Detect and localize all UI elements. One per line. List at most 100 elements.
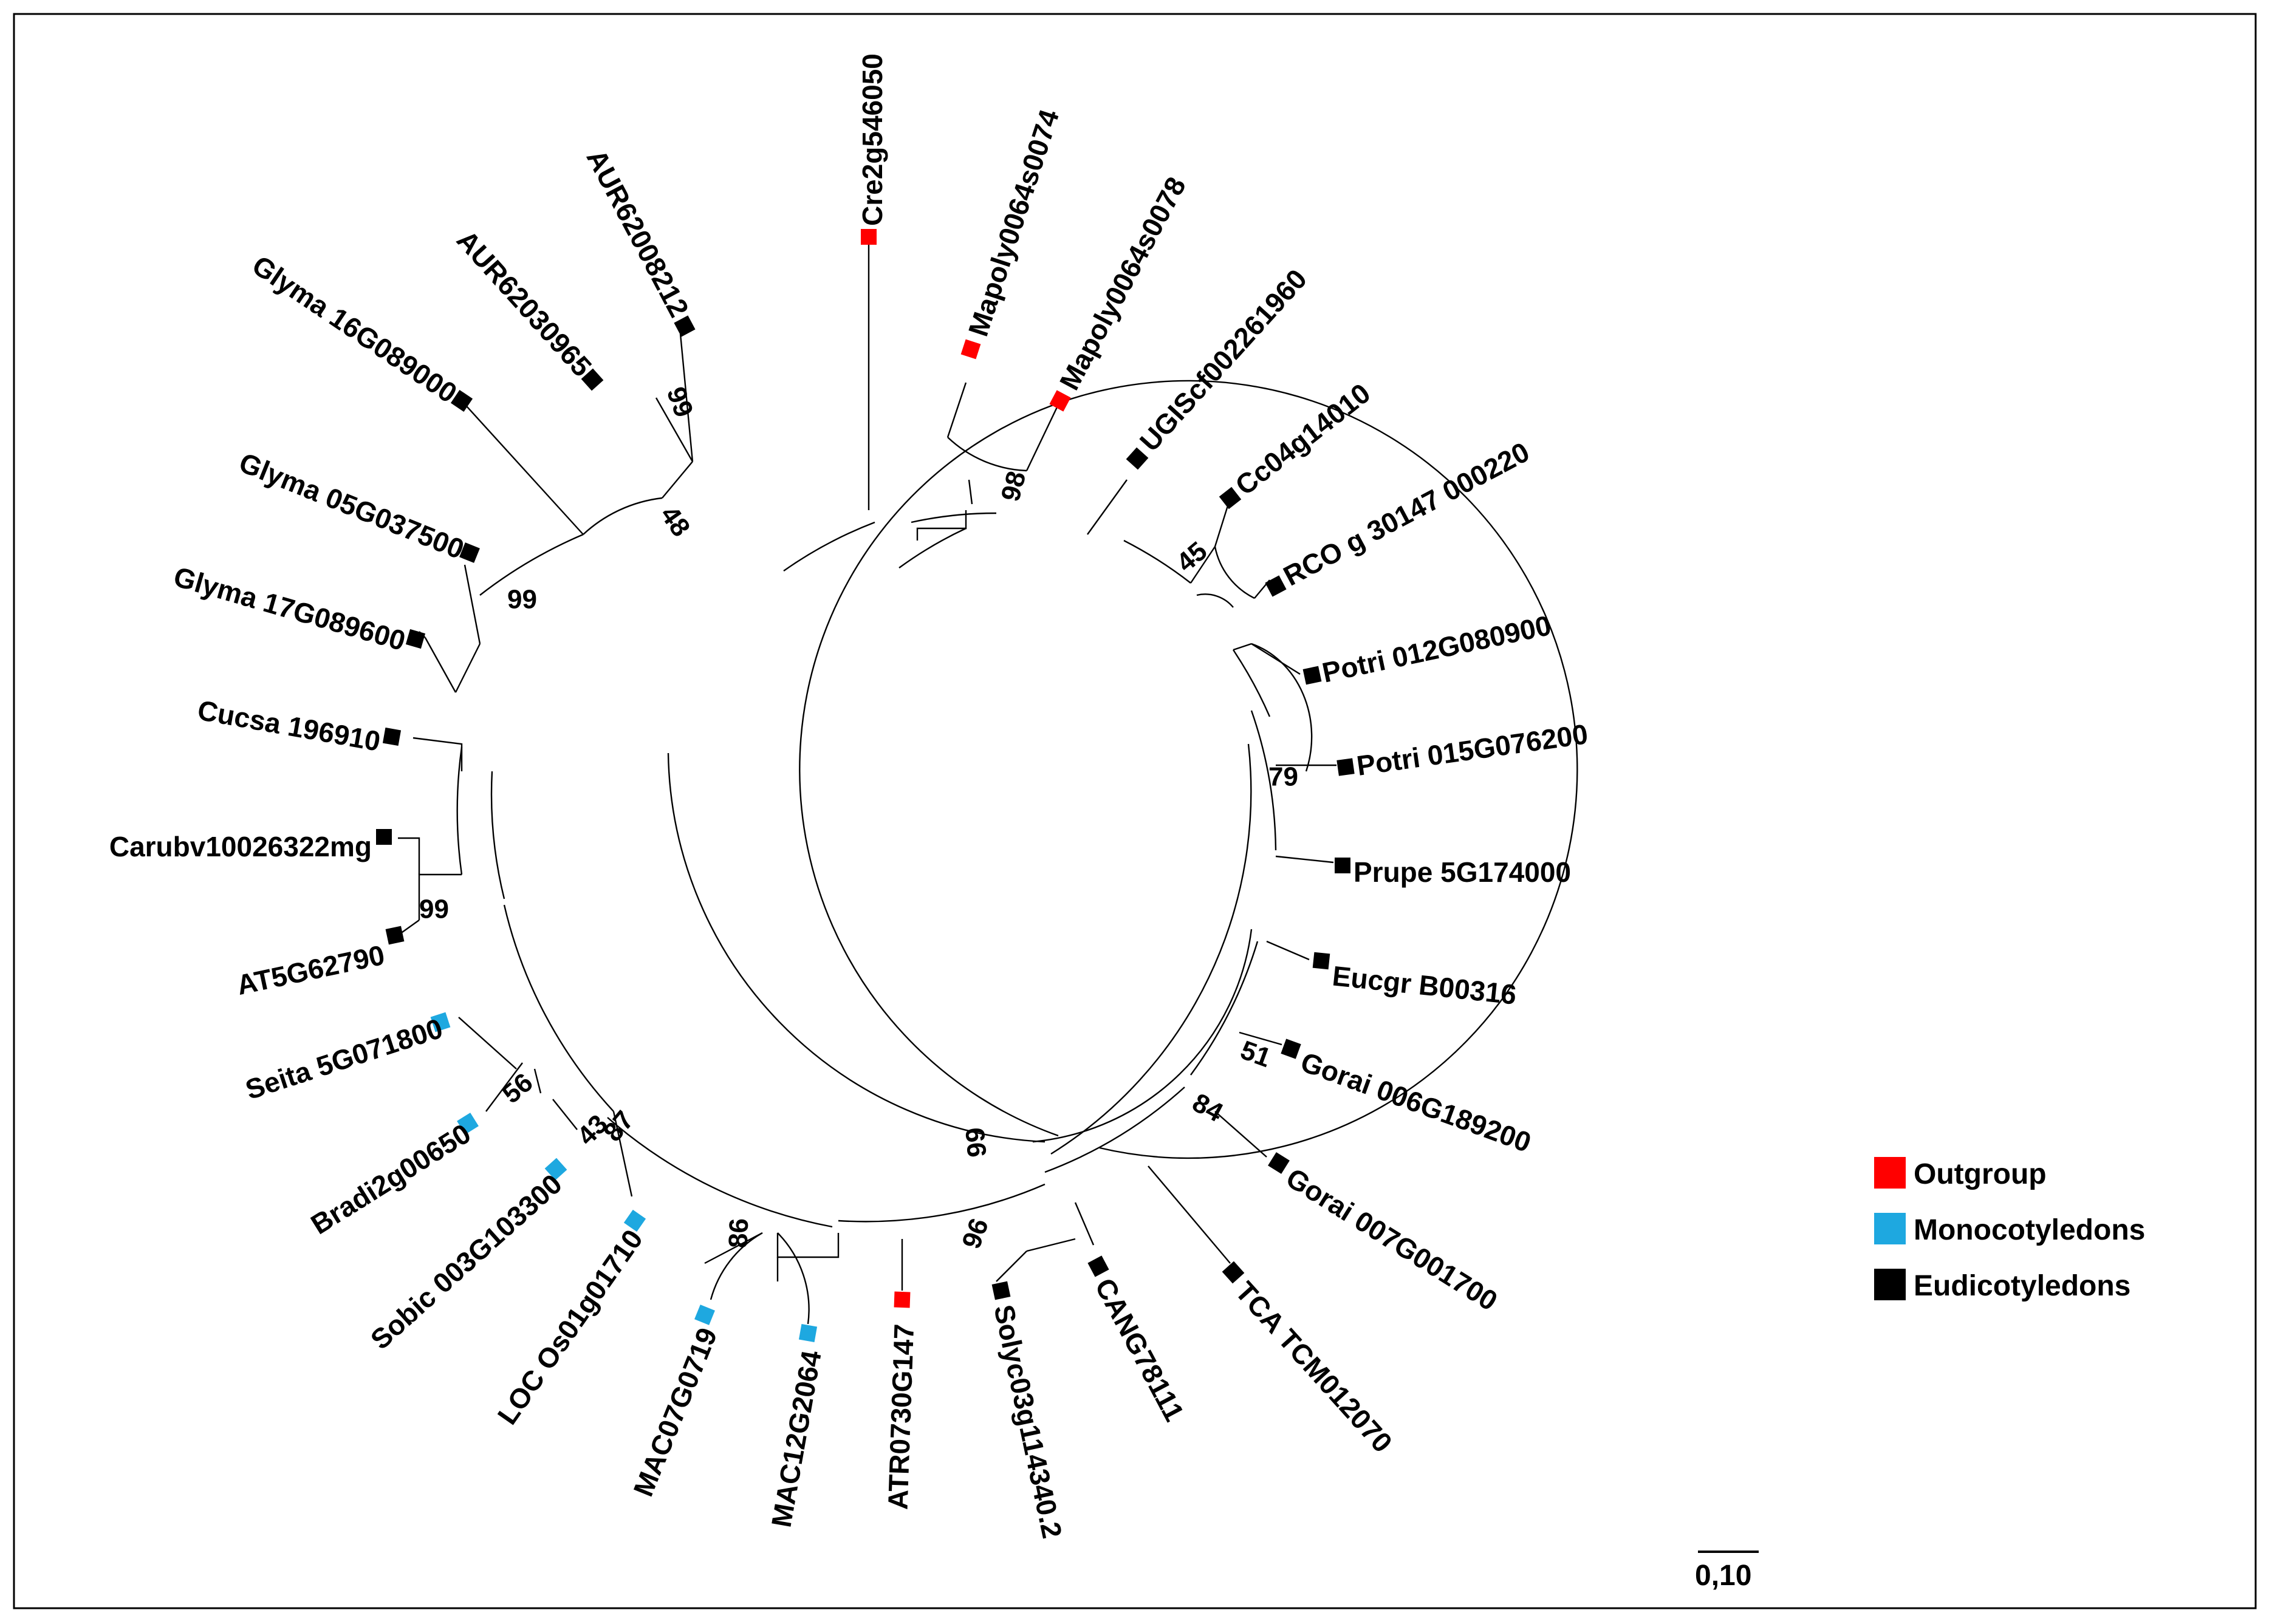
taxon-marker — [1302, 666, 1322, 685]
taxon-label: Potri 012G080900 — [1319, 609, 1554, 689]
taxon-label: UGIScf002261960 — [1134, 263, 1313, 457]
taxon-5: RCO g 30147 000220 — [1265, 435, 1535, 597]
taxon-marker — [450, 389, 473, 412]
taxon-marker — [385, 926, 405, 945]
bootstrap-value: 96 — [956, 1215, 994, 1253]
taxon-17: MAC07G0719 — [627, 1305, 724, 1501]
taxon-marker — [960, 339, 981, 360]
bootstrap-value: 99 — [419, 895, 449, 924]
taxon-label: AUR62008212 — [581, 144, 696, 322]
taxon-11: Gorai 007G001700 — [1268, 1152, 1503, 1317]
taxon-15: ATR0730G147 — [881, 1291, 920, 1510]
taxon-marker — [1087, 1255, 1109, 1277]
legend-item-outgroup: Outgroup — [1874, 1157, 2047, 1190]
taxon-label: Glyma 17G089600 — [170, 561, 409, 657]
taxon-marker — [376, 829, 392, 845]
taxon-6: Potri 012G080900 — [1302, 609, 1554, 689]
taxon-label: Cre2g546050 — [857, 53, 888, 226]
bootstrap-value: 99 — [507, 585, 537, 615]
bootstrap-value: 99 — [960, 1126, 992, 1158]
legend-label: Monocotyledons — [1914, 1214, 2145, 1246]
taxon-7: Potri 015G076200 — [1336, 718, 1590, 782]
bootstrap-value: 48 — [654, 500, 696, 542]
taxon-18: LOC Os01g01710 — [491, 1209, 649, 1430]
taxon-label: Solyc03g114340.2 — [988, 1302, 1068, 1541]
taxon-24: Cucsa 196910 — [195, 694, 402, 757]
taxon-marker — [1281, 1039, 1301, 1059]
taxon-label: Potri 015G076200 — [1355, 718, 1590, 782]
legend-label: Outgroup — [1914, 1158, 2047, 1190]
taxon-label: AT5G62790 — [234, 939, 388, 1001]
taxon-22: AT5G62790 — [234, 926, 405, 1001]
taxon-label: AUR62030965 — [451, 224, 598, 383]
scale-bar: 0,10 — [1695, 1551, 1759, 1592]
taxon-label: Mapoly0064s0078 — [1053, 172, 1192, 395]
taxon-marker — [1049, 390, 1071, 412]
legend: Outgroup Monocotyledons Eudicotyledons — [1874, 1157, 2145, 1302]
taxon-label: Bradi2g00650 — [305, 1117, 476, 1241]
taxon-label: LOC Os01g01710 — [491, 1224, 649, 1430]
taxon-20: Bradi2g00650 — [305, 1113, 479, 1241]
taxon-marker — [1219, 486, 1242, 510]
legend-label: Eudicotyledons — [1914, 1270, 2130, 1302]
taxon-label: Glyma 05G037500 — [235, 446, 469, 565]
taxon-label: RCO g 30147 000220 — [1278, 435, 1535, 592]
taxon-marker — [861, 229, 877, 245]
taxon-marker — [1336, 758, 1355, 776]
taxon-26: Glyma 05G037500 — [235, 446, 480, 565]
taxon-marker — [1335, 858, 1350, 873]
taxon-label: Eucgr B00316 — [1331, 960, 1518, 1011]
taxon-label: TCA TCM012070 — [1230, 1275, 1399, 1458]
taxon-marker — [798, 1323, 818, 1343]
taxon-label: Sobic 003G103300 — [364, 1168, 568, 1356]
legend-item-monocotyledons: Monocotyledons — [1874, 1213, 2145, 1246]
taxon-marker — [694, 1305, 715, 1325]
bootstrap-value: 79 — [1268, 762, 1298, 792]
taxon-marker — [581, 368, 604, 391]
taxon-label: MAC07G0719 — [627, 1323, 723, 1501]
scale-bar-label: 0,10 — [1695, 1560, 1751, 1592]
taxon-27: Glyma 16G089000 — [247, 249, 473, 412]
taxon-marker — [382, 727, 402, 746]
taxon-23: Carubv10026322mg — [109, 829, 392, 862]
taxon-28: AUR62030965 — [451, 224, 604, 391]
taxon-label: Prupe 5G174000 — [1354, 856, 1571, 888]
bootstrap-value: 98 — [996, 468, 1032, 505]
taxon-13: CANG78111 — [1087, 1255, 1191, 1426]
taxon-25: Glyma 17G089600 — [170, 561, 426, 657]
bootstrap-value: 45 — [1171, 536, 1213, 578]
figure-frame — [13, 13, 2257, 1609]
taxon-10: Gorai 006G189200 — [1281, 1039, 1535, 1158]
taxon-label: CANG78111 — [1089, 1273, 1190, 1426]
taxon-label: Cucsa 196910 — [195, 694, 383, 757]
taxon-21: Seita 5G071800 — [242, 1012, 451, 1106]
taxon-29: AUR62008212 — [581, 144, 696, 337]
taxon-8: Prupe 5G174000 — [1335, 856, 1571, 888]
legend-swatch — [1874, 1269, 1906, 1300]
taxon-marker — [459, 542, 480, 563]
taxon-16: MAC12G2064 — [765, 1323, 827, 1529]
taxon-marker — [1312, 952, 1330, 970]
taxon-marker — [1265, 575, 1287, 597]
taxon-marker — [544, 1158, 567, 1181]
taxon-2: Mapoly0064s0078 — [1049, 172, 1192, 412]
bootstrap-value: 56 — [496, 1068, 538, 1110]
taxon-marker — [623, 1209, 646, 1232]
taxon-0: Cre2g546050 — [857, 53, 888, 245]
taxon-marker — [894, 1291, 911, 1308]
taxon-marker — [405, 629, 426, 649]
taxon-marker — [1126, 447, 1149, 470]
bootstrap-value: 84 — [1188, 1088, 1228, 1128]
bootstrap-value: 86 — [724, 1218, 755, 1249]
taxon-marker — [1268, 1152, 1290, 1174]
taxon-label: Carubv10026322mg — [109, 831, 372, 862]
legend-swatch — [1874, 1213, 1906, 1244]
taxon-label: Seita 5G071800 — [242, 1012, 447, 1106]
legend-item-eudicotyledons: Eudicotyledons — [1874, 1269, 2130, 1302]
taxon-12: TCA TCM012070 — [1222, 1261, 1399, 1458]
taxon-9: Eucgr B00316 — [1312, 952, 1518, 1011]
taxon-label: Gorai 006G189200 — [1296, 1046, 1535, 1158]
bootstrap-value: 43 — [572, 1109, 614, 1151]
